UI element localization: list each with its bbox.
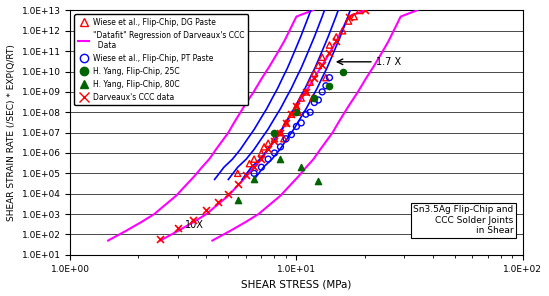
Point bbox=[282, 136, 290, 141]
Point bbox=[325, 83, 334, 88]
Point bbox=[276, 144, 285, 149]
Point bbox=[338, 69, 347, 74]
Point bbox=[306, 110, 315, 115]
Point bbox=[325, 51, 334, 56]
Point bbox=[310, 75, 319, 80]
Point bbox=[270, 138, 279, 143]
Text: 1.7 X: 1.7 X bbox=[376, 57, 401, 67]
Point bbox=[314, 98, 323, 102]
Point bbox=[297, 165, 306, 170]
Point bbox=[242, 173, 251, 178]
Point bbox=[233, 171, 242, 176]
Point bbox=[355, 8, 364, 13]
Point bbox=[318, 89, 327, 94]
Point bbox=[279, 136, 288, 141]
Point bbox=[360, 2, 369, 7]
Point bbox=[301, 112, 310, 117]
Point bbox=[365, 0, 374, 1]
Point bbox=[257, 151, 266, 155]
Point bbox=[233, 182, 242, 186]
Point bbox=[189, 218, 198, 223]
Point bbox=[287, 132, 296, 137]
Point bbox=[287, 112, 296, 117]
Legend: Wiese et al., Flip-Chip, DG Paste, "Datafit" Regression of Darveaux's CCC
  Data: Wiese et al., Flip-Chip, DG Paste, "Data… bbox=[74, 14, 249, 105]
Point bbox=[297, 120, 306, 125]
Point bbox=[276, 130, 285, 135]
Point bbox=[250, 171, 259, 176]
Point bbox=[214, 200, 222, 204]
Point bbox=[264, 141, 272, 146]
Point bbox=[264, 157, 272, 162]
Point bbox=[338, 28, 347, 33]
Point bbox=[282, 120, 290, 125]
Point bbox=[332, 39, 340, 44]
Point bbox=[309, 96, 317, 100]
Point bbox=[292, 104, 301, 109]
Point bbox=[360, 8, 369, 13]
Point bbox=[156, 237, 165, 241]
Point bbox=[270, 136, 279, 141]
Point bbox=[250, 177, 259, 182]
Point bbox=[314, 179, 323, 184]
Point bbox=[297, 96, 306, 100]
Point bbox=[325, 43, 334, 47]
Point bbox=[306, 80, 315, 85]
Point bbox=[318, 63, 327, 68]
Point bbox=[233, 197, 242, 202]
Point bbox=[322, 75, 330, 80]
Point bbox=[325, 75, 334, 80]
Point bbox=[282, 120, 290, 125]
Point bbox=[292, 110, 301, 115]
X-axis label: SHEAR STRESS (MPa): SHEAR STRESS (MPa) bbox=[241, 279, 351, 289]
Point bbox=[276, 130, 285, 135]
Text: Sn3.5Ag Flip-Chip and
CCC Solder Joints
in Shear: Sn3.5Ag Flip-Chip and CCC Solder Joints … bbox=[413, 205, 513, 235]
Point bbox=[270, 151, 279, 155]
Point bbox=[257, 165, 266, 170]
Point bbox=[276, 157, 285, 162]
Point bbox=[224, 191, 233, 196]
Point bbox=[250, 165, 259, 170]
Point bbox=[173, 226, 182, 231]
Point bbox=[310, 100, 319, 105]
Point bbox=[344, 19, 353, 23]
Point bbox=[322, 83, 330, 88]
Point bbox=[292, 104, 301, 109]
Point bbox=[301, 89, 310, 94]
Point bbox=[318, 55, 327, 60]
Point bbox=[292, 124, 301, 129]
Point bbox=[260, 144, 268, 149]
Point bbox=[264, 147, 272, 152]
Point bbox=[202, 208, 211, 213]
Point bbox=[332, 35, 340, 39]
Point bbox=[344, 14, 353, 19]
Point bbox=[257, 157, 266, 162]
Point bbox=[314, 63, 323, 68]
Point bbox=[350, 14, 358, 19]
Point bbox=[287, 112, 296, 117]
Point bbox=[301, 89, 310, 94]
Point bbox=[294, 110, 302, 115]
Point bbox=[245, 161, 254, 166]
Y-axis label: SHEAR STRAIN RATE (/SEC) * EXP(Q/RT): SHEAR STRAIN RATE (/SEC) * EXP(Q/RT) bbox=[7, 44, 16, 221]
Point bbox=[250, 157, 259, 162]
Point bbox=[310, 96, 319, 100]
Point bbox=[270, 130, 279, 135]
Text: 10X: 10X bbox=[184, 220, 203, 230]
Point bbox=[310, 71, 319, 76]
